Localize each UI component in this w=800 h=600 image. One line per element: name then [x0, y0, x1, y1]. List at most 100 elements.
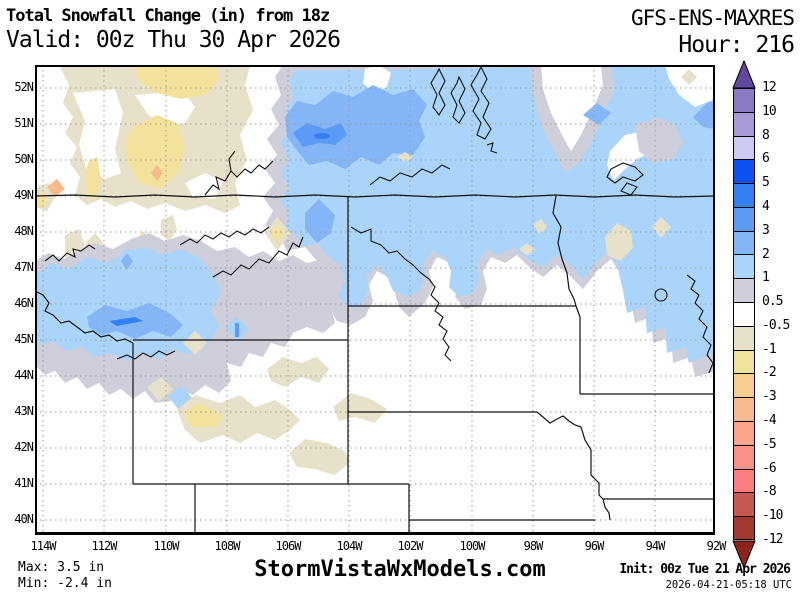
map-shape [271, 225, 284, 242]
colorbar-label--3: -3 [762, 389, 777, 405]
colorbar-segment-12 [733, 373, 755, 398]
lat-tick-45N: 45N [14, 332, 34, 346]
lon-tick-108W: 108W [214, 539, 241, 553]
map-shape [285, 85, 427, 169]
map-shape [47, 179, 65, 197]
lat-tick-52N: 52N [14, 80, 34, 94]
map-shape [267, 357, 329, 387]
map-shape [732, 540, 756, 569]
lon-tick-106W: 106W [275, 539, 302, 553]
model-name: GFS-ENS-MAXRES [630, 6, 795, 30]
contours-white-holes [363, 65, 715, 181]
map-shape [35, 193, 47, 208]
map-shape [533, 219, 547, 234]
map-canvas [35, 65, 715, 535]
lon-tick-100W: 100W [459, 539, 486, 553]
map-shape [333, 393, 387, 423]
colorbar-arrow-up-icon [732, 60, 756, 89]
max-value: Max: 3.5 in [18, 560, 105, 575]
colorbar-segment-7 [733, 254, 755, 279]
max-min-readout: Max: 3.5 in Min: -2.4 in [18, 560, 112, 592]
state-borders [35, 194, 715, 535]
lat-tick-40N: 40N [14, 512, 34, 526]
colorbar-segment-4 [733, 183, 755, 207]
map-shape [652, 217, 671, 238]
colorbar-label-3: 3 [762, 222, 770, 238]
map-shape [177, 395, 300, 443]
model-block: GFS-ENS-MAXRES Hour: 216 [630, 6, 795, 58]
min-value: Min: -2.4 in [18, 576, 112, 591]
map-shape [363, 65, 391, 93]
map-shape [135, 65, 219, 99]
lon-tick-96W: 96W [584, 539, 605, 553]
map-shape [583, 103, 611, 125]
colorbar-segment-15 [733, 444, 755, 469]
colorbar-label-2: 2 [762, 246, 770, 262]
colorbar-segment-18 [733, 516, 755, 540]
map-shape [681, 69, 697, 85]
map-shape [235, 323, 239, 337]
colorbar-label--1: -1 [762, 341, 777, 357]
forecast-hour: Hour: 216 [678, 32, 795, 58]
contours-yellow-south [185, 225, 284, 427]
map-shape [665, 65, 715, 107]
colorbar-label-8: 8 [762, 127, 770, 143]
colorbar-segment-3 [733, 159, 755, 184]
colorbar-label--5: -5 [762, 436, 777, 452]
lon-tick-102W: 102W [397, 539, 424, 553]
colorbar-label-1: 1 [762, 270, 770, 286]
colorbar-segment-8 [733, 278, 755, 303]
colorbar-label--6: -6 [762, 460, 777, 476]
river-mississippi [686, 274, 714, 374]
lat-tick-46N: 46N [14, 296, 34, 310]
lake-manitoba [450, 75, 466, 124]
contours-yellow-nw [35, 65, 219, 263]
colorbar-arrow-down-icon [732, 540, 756, 569]
contours-vivid-blue [109, 133, 330, 326]
map-shape [635, 117, 683, 163]
colorbar-label--0.5: -0.5 [762, 317, 790, 333]
border-canada-49n [35, 194, 715, 198]
lon-tick-94W: 94W [645, 539, 666, 553]
map-shape [125, 115, 185, 189]
colorbar-segment-17 [733, 492, 755, 517]
lat-tick-44N: 44N [14, 368, 34, 382]
map-shape [121, 253, 133, 270]
rivers [44, 65, 714, 374]
colorbar-label--4: -4 [762, 413, 777, 429]
map-shape [185, 173, 223, 199]
colorbar-label-10: 10 [762, 103, 777, 119]
map-shape [289, 439, 349, 475]
lake-winnipegosis [430, 67, 446, 116]
lat-tick-50N: 50N [14, 152, 34, 166]
lat-tick-49N: 49N [14, 188, 34, 202]
river-missouri-nd-sd [350, 226, 452, 362]
river-yellowstone [212, 236, 304, 278]
lon-tick-98W: 98W [523, 539, 544, 553]
map-shape [693, 101, 715, 129]
colorbar-segment-14 [733, 420, 755, 445]
lat-tick-48N: 48N [14, 224, 34, 238]
colorbar-segment-2 [733, 135, 755, 160]
colorbar-segment-10 [733, 325, 755, 350]
lake-devils [486, 142, 498, 154]
contours-tan-nw-holes [73, 89, 223, 199]
border-mt-id-divide [35, 290, 134, 344]
colorbar-segment-5 [733, 206, 755, 231]
border-missouri-sd-ne [536, 411, 582, 428]
lake-winnipeg [470, 65, 492, 140]
colorbar-label-6: 6 [762, 151, 770, 167]
border-red-river [552, 195, 577, 307]
map-shape [305, 199, 335, 243]
colorbar-segment-11 [733, 349, 755, 374]
colorbar-segment-13 [733, 397, 755, 421]
map-shape [519, 243, 535, 256]
lon-tick-112W: 112W [91, 539, 118, 553]
lakes-red-lake [606, 162, 644, 196]
colorbar-label-0.5: 0.5 [762, 294, 784, 310]
colorbar-segment-9 [733, 302, 755, 326]
lat-tick-41N: 41N [14, 476, 34, 490]
map-shape [314, 133, 330, 139]
site-watermark: StormVistaWxModels.com [254, 557, 546, 582]
